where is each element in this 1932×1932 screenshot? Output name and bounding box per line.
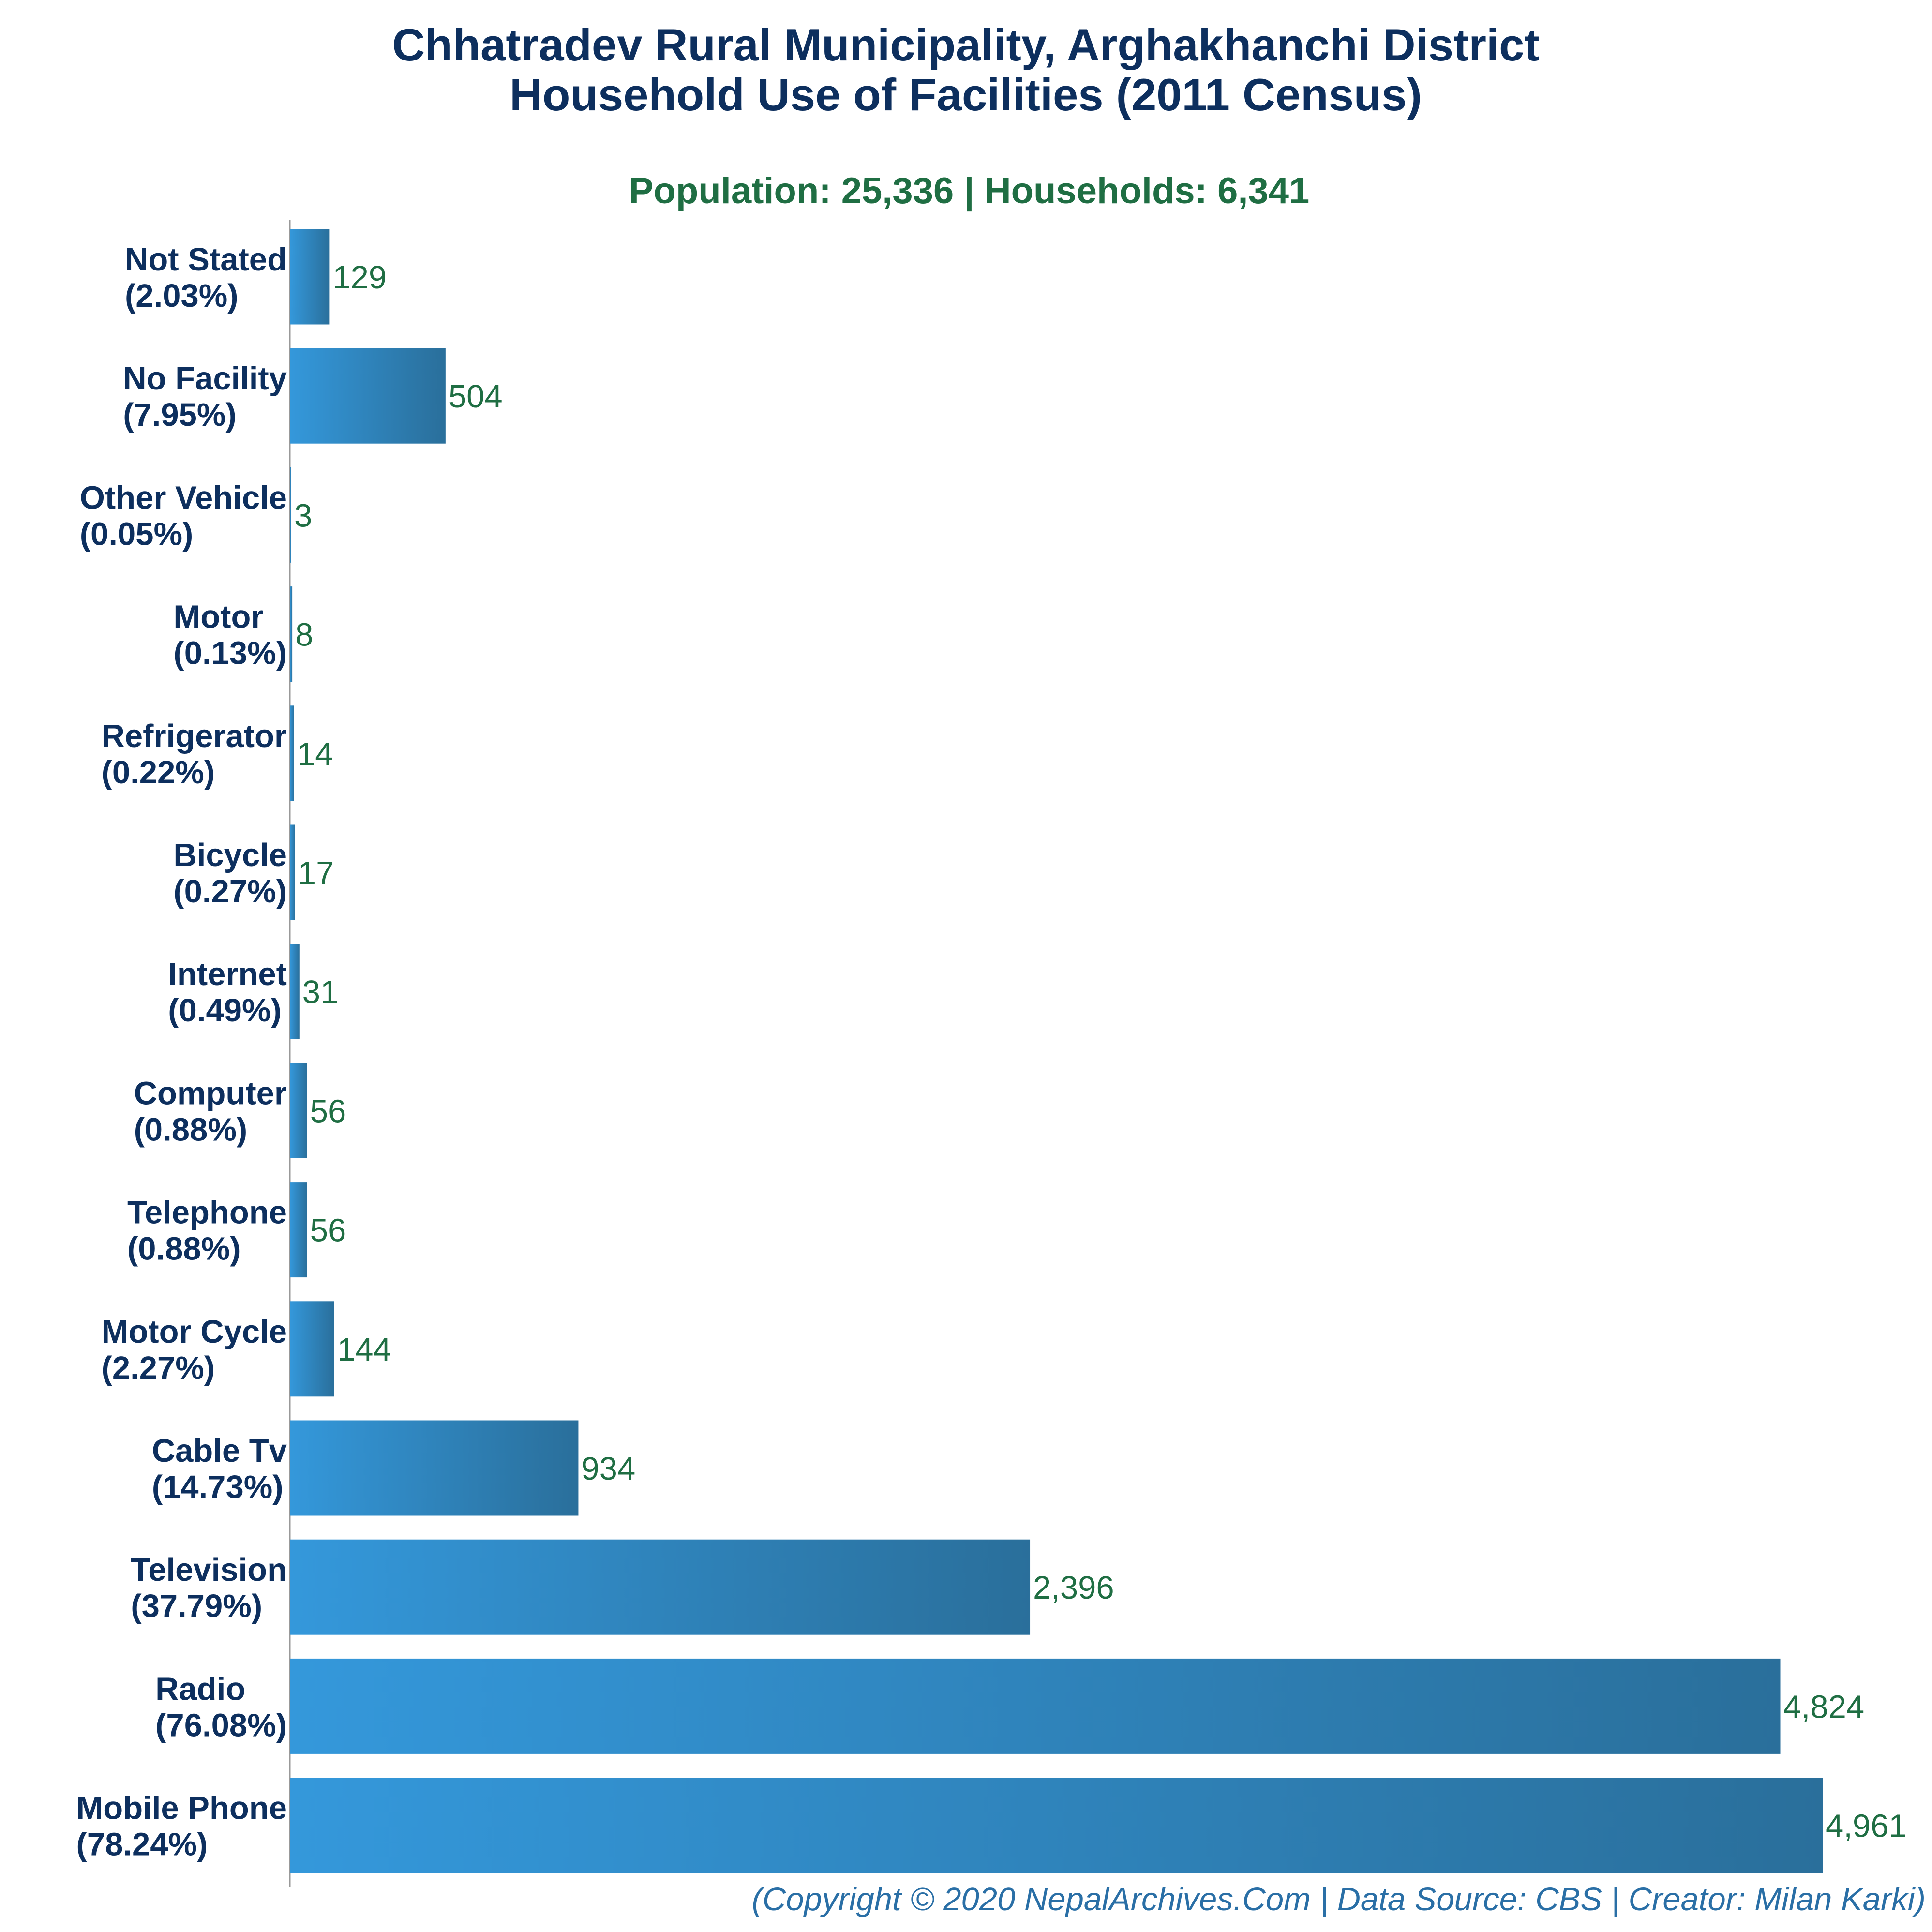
category-label-internet: Internet — [168, 956, 287, 992]
bar-no-facility — [290, 348, 446, 444]
value-label-mobile-phone: 4,961 — [1826, 1808, 1907, 1844]
bar-motor-cycle — [290, 1301, 334, 1397]
value-label-telephone: 56 — [310, 1213, 346, 1249]
chart-title-line1: Chhatradev Rural Municipality, Arghakhan… — [392, 19, 1539, 70]
value-label-other-vehicle: 3 — [294, 497, 312, 534]
percent-label-no-facility: (7.95%) — [123, 397, 237, 433]
value-label-bicycle: 17 — [298, 855, 334, 891]
value-label-motor: 8 — [295, 617, 313, 653]
category-label-refrigerator: Refrigerator — [102, 718, 287, 754]
category-label-computer: Computer — [134, 1075, 287, 1111]
category-label-no-facility: No Facility — [123, 360, 287, 397]
category-label-television: Television — [131, 1552, 287, 1588]
bar-telephone — [290, 1182, 307, 1278]
percent-label-radio: (76.08%) — [155, 1707, 287, 1743]
percent-label-motor: (0.13%) — [173, 635, 287, 672]
value-labels-group: 129 504 3 8 14 17 31 56 56 144 934 2,396 4,824 4,961 — [294, 259, 1907, 1844]
bar-not-stated — [290, 229, 330, 325]
category-label-not-stated: Not Stated — [125, 241, 287, 278]
percent-label-motor-cycle: (2.27%) — [102, 1350, 215, 1386]
percent-label-television: (37.79%) — [131, 1588, 262, 1624]
value-label-not-stated: 129 — [332, 259, 387, 296]
bar-motor — [290, 586, 293, 682]
percent-label-other-vehicle: (0.05%) — [80, 516, 194, 552]
bars-group — [290, 229, 1823, 1873]
footer-credit: (Copyright © 2020 NepalArchives.Com | Da… — [752, 1881, 1926, 1918]
value-label-internet: 31 — [302, 974, 339, 1010]
bar-other-vehicle — [290, 467, 291, 563]
percent-label-refrigerator: (0.22%) — [102, 754, 215, 791]
percent-label-computer: (0.88%) — [134, 1111, 248, 1148]
category-label-motor: Motor — [173, 599, 263, 635]
percent-label-telephone: (0.88%) — [127, 1231, 241, 1267]
bar-cable-tv — [290, 1420, 579, 1516]
bar-radio — [290, 1658, 1781, 1754]
value-label-computer: 56 — [310, 1093, 346, 1129]
value-label-cable-tv: 934 — [581, 1451, 635, 1487]
bar-bicycle — [290, 824, 295, 920]
value-label-no-facility: 504 — [449, 378, 503, 415]
chart-subtitle: Population: 25,336 | Households: 6,341 — [629, 170, 1310, 212]
bar-computer — [290, 1063, 307, 1158]
value-label-refrigerator: 14 — [297, 736, 333, 772]
category-label-mobile-phone: Mobile Phone — [76, 1790, 287, 1827]
value-label-radio: 4,824 — [1783, 1689, 1865, 1725]
category-label-telephone: Telephone — [127, 1195, 287, 1231]
bar-refrigerator — [290, 705, 294, 801]
percent-label-bicycle: (0.27%) — [173, 873, 287, 910]
category-label-cable-tv: Cable Tv — [152, 1433, 287, 1469]
percent-label-not-stated: (2.03%) — [125, 278, 239, 314]
chart-title-line2: Household Use of Facilities (2011 Census… — [509, 69, 1422, 120]
category-label-other-vehicle: Other Vehicle — [80, 479, 287, 516]
percent-label-mobile-phone: (78.24%) — [76, 1827, 208, 1863]
bar-internet — [290, 944, 300, 1039]
value-label-television: 2,396 — [1033, 1570, 1114, 1606]
category-label-bicycle: Bicycle — [173, 837, 287, 873]
category-label-motor-cycle: Motor Cycle — [102, 1314, 287, 1350]
percent-label-internet: (0.49%) — [168, 992, 282, 1029]
bar-television — [290, 1539, 1031, 1635]
bar-mobile-phone — [290, 1778, 1823, 1873]
value-label-motor-cycle: 144 — [337, 1332, 391, 1368]
percent-label-cable-tv: (14.73%) — [152, 1469, 284, 1505]
category-label-radio: Radio — [155, 1671, 245, 1707]
category-labels-group: Not Stated(2.03%) No Facility(7.95%) Other… — [76, 241, 287, 1863]
